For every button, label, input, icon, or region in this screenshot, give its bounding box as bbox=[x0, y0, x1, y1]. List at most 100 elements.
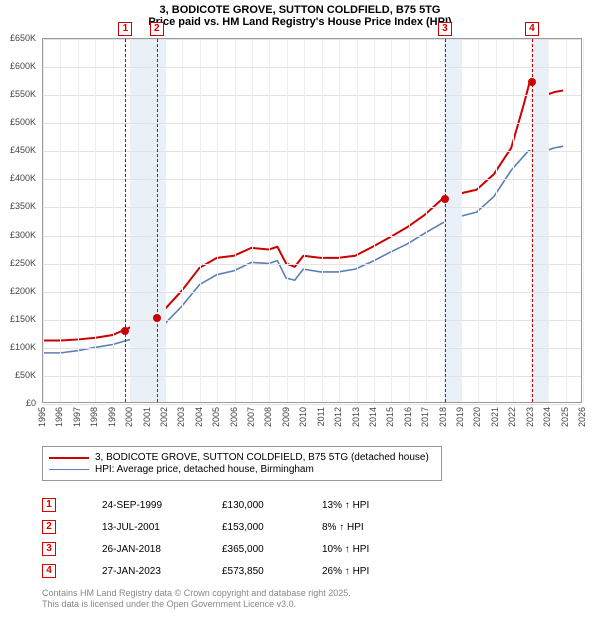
x-axis-tick-label: 2000 bbox=[124, 407, 134, 427]
y-axis-tick-label: £450K bbox=[10, 145, 36, 155]
h-gridline bbox=[43, 236, 581, 237]
x-axis-tick-label: 2015 bbox=[385, 407, 395, 427]
h-gridline bbox=[43, 39, 581, 40]
chart-plot-area: 1234 bbox=[42, 38, 582, 403]
transaction-delta-vs-hpi: 10% ↑ HPI bbox=[322, 544, 422, 555]
y-axis-tick-label: £350K bbox=[10, 201, 36, 211]
transaction-delta-vs-hpi: 8% ↑ HPI bbox=[322, 522, 422, 533]
v-gridline bbox=[322, 39, 323, 402]
x-axis-tick-label: 2012 bbox=[333, 407, 343, 427]
y-axis-tick-label: £500K bbox=[10, 117, 36, 127]
x-axis-tick-label: 2006 bbox=[229, 407, 239, 427]
y-axis-labels: £0£50K£100K£150K£200K£250K£300K£350K£400… bbox=[0, 38, 40, 403]
chart-container: 3, BODICOTE GROVE, SUTTON COLDFIELD, B75… bbox=[0, 0, 600, 620]
v-gridline bbox=[478, 39, 479, 402]
marker-number-box: 2 bbox=[150, 22, 164, 36]
v-gridline bbox=[583, 39, 584, 402]
h-gridline bbox=[43, 348, 581, 349]
marker-number-box: 4 bbox=[525, 22, 539, 36]
x-axis-tick-label: 1995 bbox=[37, 407, 47, 427]
x-axis-tick-label: 1998 bbox=[89, 407, 99, 427]
x-axis-tick-label: 2018 bbox=[438, 407, 448, 427]
h-gridline bbox=[43, 264, 581, 265]
transaction-number: 4 bbox=[42, 564, 56, 578]
transaction-row: 427-JAN-2023£573,85026% ↑ HPI bbox=[42, 560, 522, 582]
h-gridline bbox=[43, 320, 581, 321]
transaction-delta-vs-hpi: 13% ↑ HPI bbox=[322, 500, 422, 511]
transaction-date: 27-JAN-2023 bbox=[102, 566, 222, 577]
transaction-row: 213-JUL-2001£153,0008% ↑ HPI bbox=[42, 516, 522, 538]
transaction-row: 326-JAN-2018£365,00010% ↑ HPI bbox=[42, 538, 522, 560]
x-axis-tick-label: 2011 bbox=[316, 407, 326, 426]
x-axis-tick-label: 2013 bbox=[351, 407, 361, 427]
y-axis-tick-label: £300K bbox=[10, 230, 36, 240]
y-axis-tick-label: £250K bbox=[10, 258, 36, 268]
v-gridline bbox=[513, 39, 514, 402]
x-axis-tick-label: 2020 bbox=[472, 407, 482, 427]
footer-attribution: Contains HM Land Registry data © Crown c… bbox=[42, 588, 351, 611]
v-gridline bbox=[339, 39, 340, 402]
y-axis-tick-label: £400K bbox=[10, 173, 36, 183]
marker-vline bbox=[532, 39, 533, 402]
v-gridline bbox=[78, 39, 79, 402]
v-gridline bbox=[287, 39, 288, 402]
transaction-date: 13-JUL-2001 bbox=[102, 522, 222, 533]
x-axis-tick-label: 2026 bbox=[577, 407, 587, 427]
x-axis-tick-label: 2010 bbox=[298, 407, 308, 427]
v-gridline bbox=[60, 39, 61, 402]
h-gridline bbox=[43, 95, 581, 96]
x-axis-tick-label: 2001 bbox=[142, 407, 152, 427]
v-gridline bbox=[548, 39, 549, 402]
v-gridline bbox=[566, 39, 567, 402]
x-axis-labels: 1995199619971998199920002001200220032004… bbox=[42, 405, 582, 445]
x-axis-tick-label: 2008 bbox=[263, 407, 273, 427]
v-gridline bbox=[130, 39, 131, 402]
x-axis-tick-label: 1999 bbox=[107, 407, 117, 427]
marker-vline bbox=[157, 39, 158, 402]
x-axis-tick-label: 2021 bbox=[490, 407, 500, 427]
h-gridline bbox=[43, 179, 581, 180]
v-gridline bbox=[496, 39, 497, 402]
x-axis-tick-label: 2023 bbox=[525, 407, 535, 427]
transaction-price: £365,000 bbox=[222, 544, 322, 555]
marker-dot bbox=[441, 195, 449, 203]
transaction-price: £573,850 bbox=[222, 566, 322, 577]
chart-title-line-1: 3, BODICOTE GROVE, SUTTON COLDFIELD, B75… bbox=[0, 4, 600, 16]
v-gridline bbox=[269, 39, 270, 402]
x-axis-tick-label: 2017 bbox=[420, 407, 430, 427]
y-axis-tick-label: £600K bbox=[10, 61, 36, 71]
marker-number-box: 3 bbox=[438, 22, 452, 36]
h-gridline bbox=[43, 376, 581, 377]
chart-titles: 3, BODICOTE GROVE, SUTTON COLDFIELD, B75… bbox=[0, 0, 600, 28]
v-gridline bbox=[304, 39, 305, 402]
footer-line-2: This data is licensed under the Open Gov… bbox=[42, 599, 351, 610]
chart-title-line-2: Price paid vs. HM Land Registry's House … bbox=[0, 16, 600, 28]
legend-swatch bbox=[49, 469, 89, 470]
legend-label: HPI: Average price, detached house, Birm… bbox=[95, 464, 314, 475]
transaction-number: 3 bbox=[42, 542, 56, 556]
v-gridline bbox=[391, 39, 392, 402]
v-gridline bbox=[426, 39, 427, 402]
v-gridline bbox=[217, 39, 218, 402]
x-axis-tick-label: 2005 bbox=[211, 407, 221, 427]
transaction-price: £130,000 bbox=[222, 500, 322, 511]
transaction-price: £153,000 bbox=[222, 522, 322, 533]
v-gridline bbox=[357, 39, 358, 402]
x-axis-tick-label: 2016 bbox=[403, 407, 413, 427]
v-gridline bbox=[165, 39, 166, 402]
v-gridline bbox=[235, 39, 236, 402]
v-gridline bbox=[43, 39, 44, 402]
footer-line-1: Contains HM Land Registry data © Crown c… bbox=[42, 588, 351, 599]
legend-item: 3, BODICOTE GROVE, SUTTON COLDFIELD, B75… bbox=[49, 452, 435, 463]
v-gridline bbox=[113, 39, 114, 402]
x-axis-tick-label: 2024 bbox=[542, 407, 552, 427]
transaction-date: 24-SEP-1999 bbox=[102, 500, 222, 511]
transaction-number: 1 bbox=[42, 498, 56, 512]
v-gridline bbox=[95, 39, 96, 402]
legend-swatch bbox=[49, 457, 89, 459]
x-axis-tick-label: 2002 bbox=[159, 407, 169, 427]
x-axis-tick-label: 2009 bbox=[281, 407, 291, 427]
v-gridline bbox=[148, 39, 149, 402]
v-gridline bbox=[252, 39, 253, 402]
marker-number-box: 1 bbox=[118, 22, 132, 36]
